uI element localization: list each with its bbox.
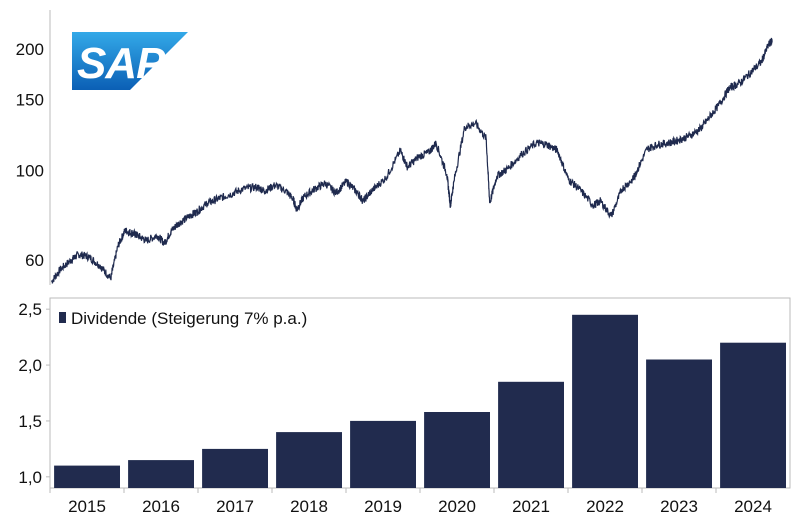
price-y-tick-label: 60: [25, 251, 44, 270]
legend-label: Dividende (Steigerung 7% p.a.): [71, 309, 307, 328]
bar-x-tick-label: 2018: [290, 497, 328, 516]
price-line-chart: 60 100 150 200: [16, 10, 773, 285]
dividend-bar: [350, 420, 416, 488]
bar-x-tick-label: 2024: [734, 497, 772, 516]
bar-x-tick-label: 2023: [660, 497, 698, 516]
bar-x-tick-label: 2019: [364, 497, 402, 516]
bar-y-tick-label: 2,5: [18, 300, 42, 319]
price-y-tick-label: 200: [16, 40, 44, 59]
dividend-bar: [498, 381, 564, 488]
price-y-ticks: 60 100 150 200: [16, 40, 44, 270]
bar-x-tick-label: 2021: [512, 497, 550, 516]
bar-x-tick-label: 2017: [216, 497, 254, 516]
sap-logo: SAP ®: [72, 32, 188, 91]
bar-y-tick-label: 2,0: [18, 356, 42, 375]
dividend-bar: [128, 460, 194, 488]
dividend-bar: [202, 448, 268, 488]
bar-y-tick-label: 1,0: [18, 468, 42, 487]
logo-shape: [72, 32, 188, 90]
logo-trademark: ®: [144, 82, 150, 91]
legend: Dividende (Steigerung 7% p.a.): [59, 309, 307, 328]
dividend-bars: [54, 314, 786, 488]
bar-x-tick-label: 2015: [68, 497, 106, 516]
legend-swatch: [59, 312, 66, 323]
logo-text: SAP: [77, 39, 166, 88]
bar-y-ticks: 1,0 1,5 2,0 2,5: [18, 300, 50, 487]
price-series-line: [50, 37, 773, 284]
dividend-bar: [54, 465, 120, 488]
bar-x-ticks: 2015 2016 2017 2018 2019 2020 2021 2022 2023 2024: [49, 488, 772, 516]
bar-x-tick-label: 2016: [142, 497, 180, 516]
price-y-tick-label: 150: [16, 90, 44, 109]
price-y-tick-label: 100: [16, 161, 44, 180]
bar-y-tick-label: 1,5: [18, 412, 42, 431]
dividend-bar: [424, 412, 490, 488]
dividend-bar: [276, 432, 342, 488]
dividend-bar: [720, 342, 786, 488]
dividend-bar: [646, 359, 712, 488]
bar-x-tick-label: 2020: [438, 497, 476, 516]
dividend-bar-chart: 1,0 1,5 2,0 2,5 2015 2016 2017 2018 2019 2020 202…: [18, 297, 791, 516]
bar-x-tick-label: 2022: [586, 497, 624, 516]
dividend-bar: [572, 314, 638, 488]
